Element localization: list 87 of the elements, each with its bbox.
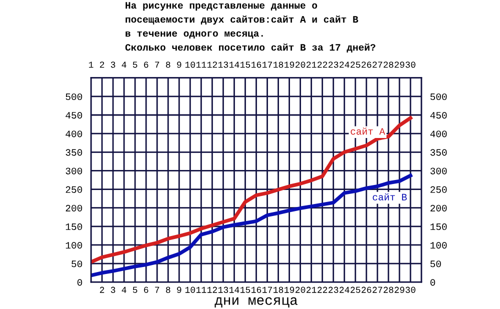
x2-tick-label: 27 (372, 62, 382, 68)
x2-tick-label: 10 (185, 62, 196, 68)
x2-tick-label: 22 (318, 62, 328, 68)
x-axis-title: дни месяца (214, 297, 298, 308)
y2-tick-label: 450 (430, 112, 447, 119)
x-tick-label: 16 (251, 286, 262, 293)
x-tick-label: 11 (196, 286, 206, 293)
y-tick-label: 200 (66, 204, 82, 212)
x2-tick-label: 3 (110, 62, 116, 68)
x-tick-label: 7 (155, 286, 160, 293)
x2-tick-label: 24 (340, 62, 350, 68)
x-tick-label: 4 (122, 286, 126, 293)
x2-tick-label: 18 (274, 62, 284, 68)
x2-tick-label: 2 (100, 62, 104, 68)
x-tick-label: 3 (110, 286, 116, 293)
y-tick-label: 150 (66, 223, 82, 230)
x-tick-label: 23 (328, 286, 338, 293)
x2-tick-label: 1 (88, 62, 94, 68)
x-tick-label: 27 (372, 286, 382, 293)
x-tick-label: 19 (284, 286, 294, 293)
y-tick-label: 100 (66, 242, 82, 249)
y-tick-label: 250 (66, 186, 82, 193)
x-tick-label: 22 (318, 286, 328, 293)
x-tick-label: 13 (218, 286, 228, 293)
x-tick-label: 21 (306, 286, 316, 293)
x-tick-label: 10 (185, 286, 196, 293)
y2-tick-label: 150 (430, 223, 447, 230)
y-tick-label: 300 (66, 168, 82, 174)
x2-tick-label: 4 (122, 62, 126, 68)
x2-tick-label: 8 (166, 62, 170, 68)
x2-tick-label: 9 (177, 62, 182, 68)
y2-tick-label: 50 (430, 260, 441, 268)
series-label: сайт В (372, 193, 407, 200)
y-tick-label: 350 (66, 149, 82, 156)
y2-tick-label: 200 (430, 204, 447, 212)
x2-tick-label: 6 (144, 62, 148, 68)
x2-tick-label: 17 (262, 62, 272, 68)
series-label: сайт А (350, 128, 386, 135)
x2-tick-label: 20 (296, 62, 306, 68)
x-tick-label: 9 (177, 286, 182, 293)
x2-tick-label: 14 (229, 62, 240, 68)
chart-title: На рисунке представленые данные о посещаемости двух сайтов:сайт А и сайт В в течение одного месяца. Сколько человек посетило сайт В за 17 дней? (125, 2, 376, 53)
x-tick-label: 24 (340, 286, 350, 293)
x2-tick-label: 25 (350, 62, 360, 68)
line-series (91, 174, 412, 278)
y-tick-label: 500 (66, 93, 82, 100)
y2-tick-label: 0 (430, 279, 436, 286)
y2-tick-label: 500 (430, 93, 447, 100)
x-tick-label: 28 (384, 286, 394, 293)
x-tick-label: 14 (229, 286, 240, 293)
line-series (91, 116, 412, 264)
x-tick-label: 30 (406, 286, 416, 293)
y2-tick-label: 350 (430, 149, 447, 156)
x-tick-label: 5 (132, 286, 138, 293)
x2-tick-label: 29 (394, 62, 404, 68)
x2-tick-label: 30 (406, 62, 416, 68)
y2-tick-label: 250 (430, 186, 447, 193)
x-tick-label: 6 (144, 286, 148, 293)
y2-tick-label: 100 (430, 242, 447, 249)
y-tick-label: 400 (66, 130, 82, 138)
x-tick-label: 20 (296, 286, 306, 293)
x2-tick-label: 26 (362, 62, 372, 68)
x2-tick-label: 21 (306, 62, 316, 68)
y-tick-label: 0 (77, 279, 82, 286)
x2-tick-label: 5 (132, 62, 138, 68)
y-tick-label: 50 (72, 260, 82, 268)
x2-tick-label: 12 (207, 62, 217, 68)
y-tick-label: 450 (66, 112, 82, 119)
y2-tick-label: 300 (430, 168, 447, 174)
x-tick-label: 2 (100, 286, 104, 293)
y2-tick-label: 400 (430, 130, 447, 138)
x-tick-label: 15 (240, 286, 250, 293)
x-tick-label: 12 (207, 286, 217, 293)
x2-tick-label: 15 (240, 62, 250, 68)
x-tick-label: 18 (274, 286, 284, 293)
x2-tick-label: 7 (155, 62, 160, 68)
x2-tick-label: 11 (196, 62, 206, 68)
x-tick-label: 26 (362, 286, 372, 293)
x2-tick-label: 16 (251, 62, 262, 68)
x2-tick-label: 23 (328, 62, 338, 68)
x-tick-label: 29 (394, 286, 404, 293)
x2-tick-label: 13 (218, 62, 228, 68)
x2-tick-label: 28 (384, 62, 394, 68)
x-tick-label: 25 (350, 286, 360, 293)
x-tick-label: 8 (166, 286, 170, 293)
x2-tick-label: 19 (284, 62, 294, 68)
x-tick-label: 17 (262, 286, 272, 293)
